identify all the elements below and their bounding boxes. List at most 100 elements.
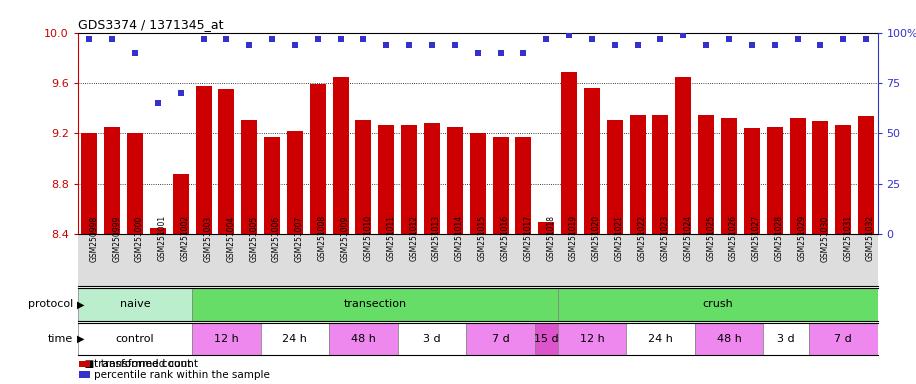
Text: GSM251021: GSM251021	[615, 215, 624, 262]
Text: GSM251023: GSM251023	[660, 215, 670, 262]
Point	[425, 42, 440, 48]
Text: GSM251017: GSM251017	[523, 215, 532, 262]
Bar	[192, 323, 261, 355]
Text: GDS3374 / 1371345_at: GDS3374 / 1371345_at	[78, 18, 224, 31]
Bar	[493, 137, 508, 234]
Text: transection: transection	[344, 299, 407, 310]
Point	[791, 36, 805, 42]
Point	[516, 50, 530, 56]
Text: 3 d: 3 d	[423, 334, 441, 344]
Bar	[744, 128, 760, 234]
Bar	[310, 84, 326, 234]
Point	[836, 36, 851, 42]
Point	[607, 42, 622, 48]
Bar	[355, 119, 372, 234]
Bar	[104, 127, 120, 234]
Bar	[78, 323, 192, 355]
Point	[676, 31, 691, 38]
Text: 12 h: 12 h	[214, 334, 239, 344]
Bar	[218, 89, 234, 234]
Bar	[627, 323, 694, 355]
Text: 12 h: 12 h	[580, 334, 605, 344]
Text: transformed count: transformed count	[94, 359, 191, 369]
Point	[562, 31, 576, 38]
Point	[242, 42, 256, 48]
Point	[379, 42, 394, 48]
Text: GSM250998: GSM250998	[89, 215, 98, 262]
Bar	[378, 125, 394, 234]
Text: 24 h: 24 h	[282, 334, 308, 344]
Bar	[721, 118, 737, 234]
Text: GSM251011: GSM251011	[387, 215, 396, 262]
Point	[539, 36, 553, 42]
Point	[722, 36, 736, 42]
Bar	[261, 323, 329, 355]
Text: GSM251000: GSM251000	[135, 215, 144, 262]
Text: GSM251012: GSM251012	[409, 215, 418, 262]
Bar	[835, 125, 851, 234]
Bar	[516, 137, 531, 234]
Text: GSM251032: GSM251032	[867, 215, 875, 262]
Point	[584, 36, 599, 42]
Text: ▶: ▶	[77, 334, 84, 344]
Text: GSM251013: GSM251013	[432, 215, 441, 262]
Point	[150, 100, 165, 106]
Text: GSM251015: GSM251015	[478, 215, 486, 262]
Text: GSM251029: GSM251029	[798, 215, 807, 262]
Text: GSM251006: GSM251006	[272, 215, 281, 262]
Text: GSM251020: GSM251020	[592, 215, 601, 262]
Bar	[558, 323, 627, 355]
Point	[127, 50, 142, 56]
Point	[699, 42, 714, 48]
Bar	[241, 119, 257, 234]
Bar	[329, 323, 398, 355]
Text: percentile rank within the sample: percentile rank within the sample	[94, 370, 270, 380]
Bar	[606, 119, 623, 234]
Point	[813, 42, 828, 48]
Point	[311, 36, 325, 42]
Text: control: control	[115, 334, 154, 344]
Bar	[470, 134, 485, 234]
Text: GSM251009: GSM251009	[341, 215, 350, 262]
Point	[493, 50, 507, 56]
Text: GSM251028: GSM251028	[775, 215, 784, 262]
Point	[82, 36, 96, 42]
Text: GSM251005: GSM251005	[249, 215, 258, 262]
Text: GSM251025: GSM251025	[706, 215, 715, 262]
Bar	[398, 323, 466, 355]
Text: GSM251003: GSM251003	[203, 215, 213, 262]
Point	[333, 36, 348, 42]
Text: naive: naive	[120, 299, 150, 310]
Bar	[173, 174, 189, 234]
Bar	[583, 88, 600, 234]
Text: crush: crush	[703, 299, 733, 310]
Text: 48 h: 48 h	[351, 334, 376, 344]
Bar	[82, 134, 97, 234]
Text: GSM251018: GSM251018	[546, 215, 555, 262]
Text: GSM251010: GSM251010	[364, 215, 373, 262]
Text: GSM251019: GSM251019	[569, 215, 578, 262]
Text: time: time	[48, 334, 73, 344]
Bar	[127, 134, 143, 234]
Point	[173, 90, 188, 96]
Bar	[562, 72, 577, 234]
Point	[471, 50, 485, 56]
Text: GSM251022: GSM251022	[638, 215, 647, 262]
Point	[402, 42, 417, 48]
Bar	[790, 118, 805, 234]
Point	[745, 42, 759, 48]
Text: GSM250999: GSM250999	[112, 215, 121, 262]
Text: 3 d: 3 d	[778, 334, 795, 344]
Bar	[858, 116, 874, 234]
Point	[448, 42, 463, 48]
Text: protocol: protocol	[28, 299, 73, 310]
Text: 15 d: 15 d	[534, 334, 559, 344]
Text: GSM251027: GSM251027	[752, 215, 761, 262]
Text: GSM251016: GSM251016	[500, 215, 509, 262]
Bar	[535, 323, 558, 355]
Point	[104, 36, 119, 42]
Text: GSM251004: GSM251004	[226, 215, 235, 262]
Bar	[812, 121, 828, 234]
Point	[196, 36, 211, 42]
Bar	[675, 77, 692, 234]
